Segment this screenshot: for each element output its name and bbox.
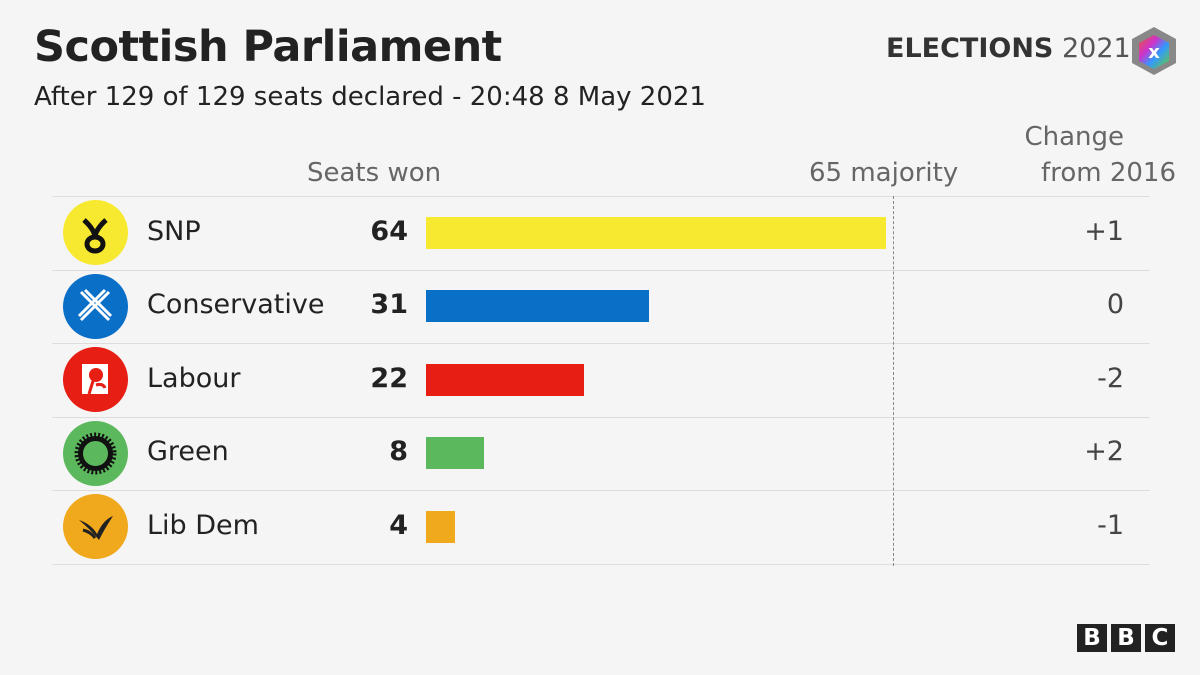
row-divider — [52, 269, 1150, 271]
seats-value-label: 64 — [370, 215, 408, 247]
labour-rose-icon — [63, 347, 128, 413]
conservative-saltire-icon — [63, 273, 128, 339]
row-divider — [52, 416, 1150, 418]
seats-value-label: 22 — [370, 362, 408, 394]
brand-year: 2021 — [1061, 33, 1131, 64]
brand-logo-letter: x — [1148, 42, 1160, 63]
row-divider — [52, 343, 1150, 344]
libdem-bird-icon — [63, 494, 128, 560]
row-divider — [52, 196, 1150, 197]
change-value: +2 — [1084, 436, 1124, 468]
seats-value-label: 4 — [389, 509, 408, 541]
bar-lib-dem — [426, 510, 455, 543]
bar-conservative — [426, 290, 649, 323]
green-sun-icon — [63, 420, 128, 486]
seats-won-header: Seats won — [307, 158, 442, 188]
change-value: 0 — [1106, 289, 1124, 321]
party-name: SNP — [147, 215, 201, 247]
change-value: +1 — [1084, 215, 1124, 247]
elections-cube-icon: x — [1132, 27, 1176, 75]
brand-bold: ELECTIONS — [886, 33, 1054, 64]
chart-title: Scottish Parliament — [34, 22, 502, 72]
majority-label: 65 majority — [809, 158, 959, 188]
party-name: Green — [147, 436, 229, 468]
change-header-line1: Change — [1024, 122, 1124, 152]
elections-brand: ELECTIONS 2021 — [886, 33, 1131, 64]
row-divider — [52, 563, 1150, 565]
bar-green — [426, 437, 484, 470]
change-value: -2 — [1097, 362, 1124, 394]
row-divider — [52, 490, 1150, 491]
bar-snp — [426, 216, 886, 249]
majority-line — [893, 196, 895, 566]
bar-labour — [426, 363, 585, 396]
party-name: Conservative — [147, 289, 325, 321]
chart-subtitle: After 129 of 129 seats declared - 20:48 … — [34, 82, 706, 112]
change-header-line2: from 2016 — [1041, 158, 1176, 188]
party-name: Labour — [147, 362, 241, 394]
seats-value-label: 31 — [370, 289, 408, 321]
change-value: -1 — [1097, 509, 1124, 541]
seats-value-label: 8 — [389, 436, 408, 468]
snp-logo-icon — [63, 200, 128, 266]
party-name: Lib Dem — [147, 509, 259, 541]
